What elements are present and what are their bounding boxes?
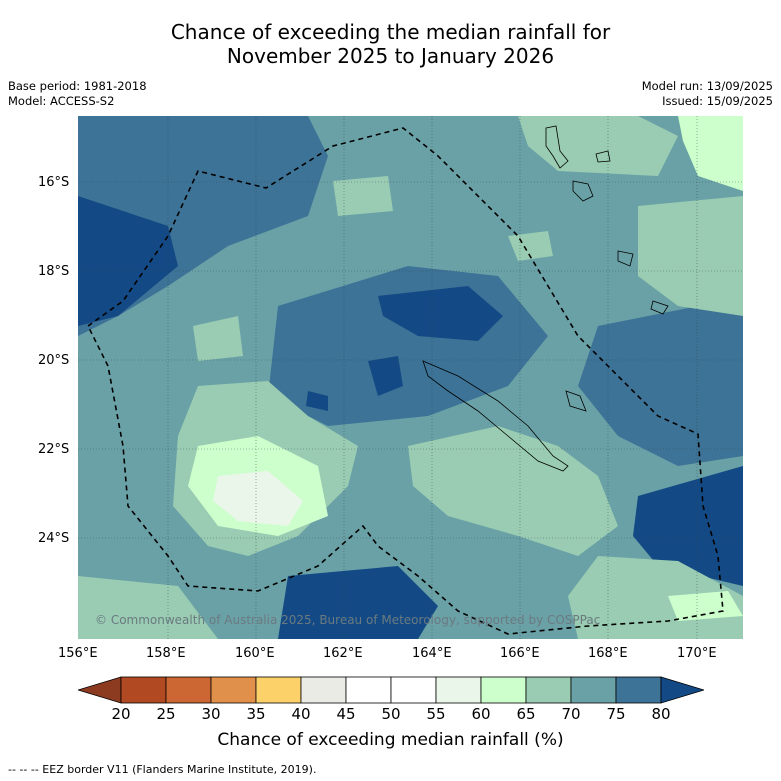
colorbar-tick-label: 55 xyxy=(426,705,446,723)
vanuatu-island xyxy=(572,180,594,202)
meta-right: Model run: 13/09/2025 Issued: 15/09/2025 xyxy=(642,79,773,109)
region-65-70-e xyxy=(638,196,743,316)
colorbar-segment xyxy=(435,676,482,704)
lat-label: 16°S xyxy=(38,175,70,190)
lon-label: 170°E xyxy=(677,646,717,661)
colorbar xyxy=(76,676,706,704)
region-65-70-w xyxy=(193,316,243,361)
colorbar-segment xyxy=(390,676,437,704)
colorbar-tick-label: 30 xyxy=(201,705,221,723)
colorbar-segment xyxy=(345,676,392,704)
colorbar-segment xyxy=(525,676,572,704)
lat-label: 24°S xyxy=(38,531,70,546)
colorbar-segment xyxy=(300,676,347,704)
colorbar-arrow-high xyxy=(660,676,706,704)
colorbar-segment xyxy=(615,676,662,704)
colorbar-tick-label: 65 xyxy=(516,705,536,723)
region-over-80-se xyxy=(633,466,743,586)
vanuatu-island xyxy=(650,300,669,315)
region-65-70-ne xyxy=(508,231,553,261)
colorbar-segment xyxy=(120,676,167,704)
colorbar-graphic xyxy=(76,676,706,704)
colorbar-tick-label: 70 xyxy=(561,705,581,723)
colorbar-tick-label: 20 xyxy=(111,705,131,723)
lat-label: 20°S xyxy=(38,353,70,368)
colorbar-segment xyxy=(255,676,302,704)
issued-date: Issued: 15/09/2025 xyxy=(662,94,773,108)
graticule xyxy=(78,116,743,639)
region-over-80-tiny xyxy=(306,391,328,411)
map-title-line2: November 2025 to January 2026 xyxy=(226,44,555,68)
colorbar-tick-label: 75 xyxy=(606,705,626,723)
model-run: Model run: 13/09/2025 xyxy=(641,79,773,93)
lon-label: 168°E xyxy=(588,646,628,661)
coastline xyxy=(422,360,569,472)
lon-label: 162°E xyxy=(323,646,363,661)
vanuatu-island xyxy=(617,250,634,267)
colorbar-tick-label: 80 xyxy=(651,705,671,723)
colorbar-tick-label: 25 xyxy=(156,705,176,723)
colorbar-segment xyxy=(570,676,617,704)
region-65-70-north xyxy=(518,116,678,176)
region-over-80-center xyxy=(378,286,503,341)
eez-border-line xyxy=(86,127,724,635)
region-55-60-sw xyxy=(213,471,303,526)
colorbar-tick-label: 60 xyxy=(471,705,491,723)
colorbar-arrow-low xyxy=(76,676,122,704)
colorbar-tick-label: 35 xyxy=(246,705,266,723)
rainfall-probability-map xyxy=(78,116,743,639)
map-title-line1: Chance of exceeding the median rainfall … xyxy=(170,20,611,44)
region-65-70-sw-corner xyxy=(78,576,218,639)
eez-footnote: -- -- -- EEZ border V11 (Flanders Marine… xyxy=(8,763,317,776)
meta-left: Base period: 1981-2018 Model: ACCESS-S2 xyxy=(8,79,147,109)
region-60-65-ne xyxy=(678,116,743,191)
colorbar-segment xyxy=(165,676,212,704)
vanuatu-island xyxy=(545,125,569,169)
base-period: Base period: 1981-2018 xyxy=(8,79,147,93)
model-name: Model: ACCESS-S2 xyxy=(8,94,115,108)
copyright-notice: © Commonwealth of Australia 2025, Bureau… xyxy=(95,613,601,627)
lon-label: 160°E xyxy=(235,646,275,661)
vanuatu-island xyxy=(595,150,611,163)
map-panel xyxy=(78,116,743,639)
region-over-80-west xyxy=(78,196,178,326)
lon-label: 164°E xyxy=(412,646,452,661)
colorbar-segment xyxy=(480,676,527,704)
region-65-70-n-center xyxy=(333,176,393,216)
region-65-70-south-central xyxy=(408,426,618,556)
colorbar-label: Chance of exceeding median rainfall (%) xyxy=(217,730,564,750)
lat-label: 18°S xyxy=(38,264,70,279)
colorbar-tick-label: 45 xyxy=(336,705,356,723)
region-60-65-se xyxy=(668,591,743,621)
loyalty-island xyxy=(565,390,587,412)
colorbar-tick-label: 50 xyxy=(381,705,401,723)
region-75-80-east xyxy=(578,306,743,466)
region-over-80-south xyxy=(278,566,438,639)
lon-label: 166°E xyxy=(500,646,540,661)
colorbar-tick-label: 40 xyxy=(291,705,311,723)
lon-label: 158°E xyxy=(146,646,186,661)
region-over-80-small xyxy=(368,356,403,396)
lon-label: 156°E xyxy=(58,646,98,661)
colorbar-segment xyxy=(210,676,257,704)
lat-label: 22°S xyxy=(38,442,70,457)
